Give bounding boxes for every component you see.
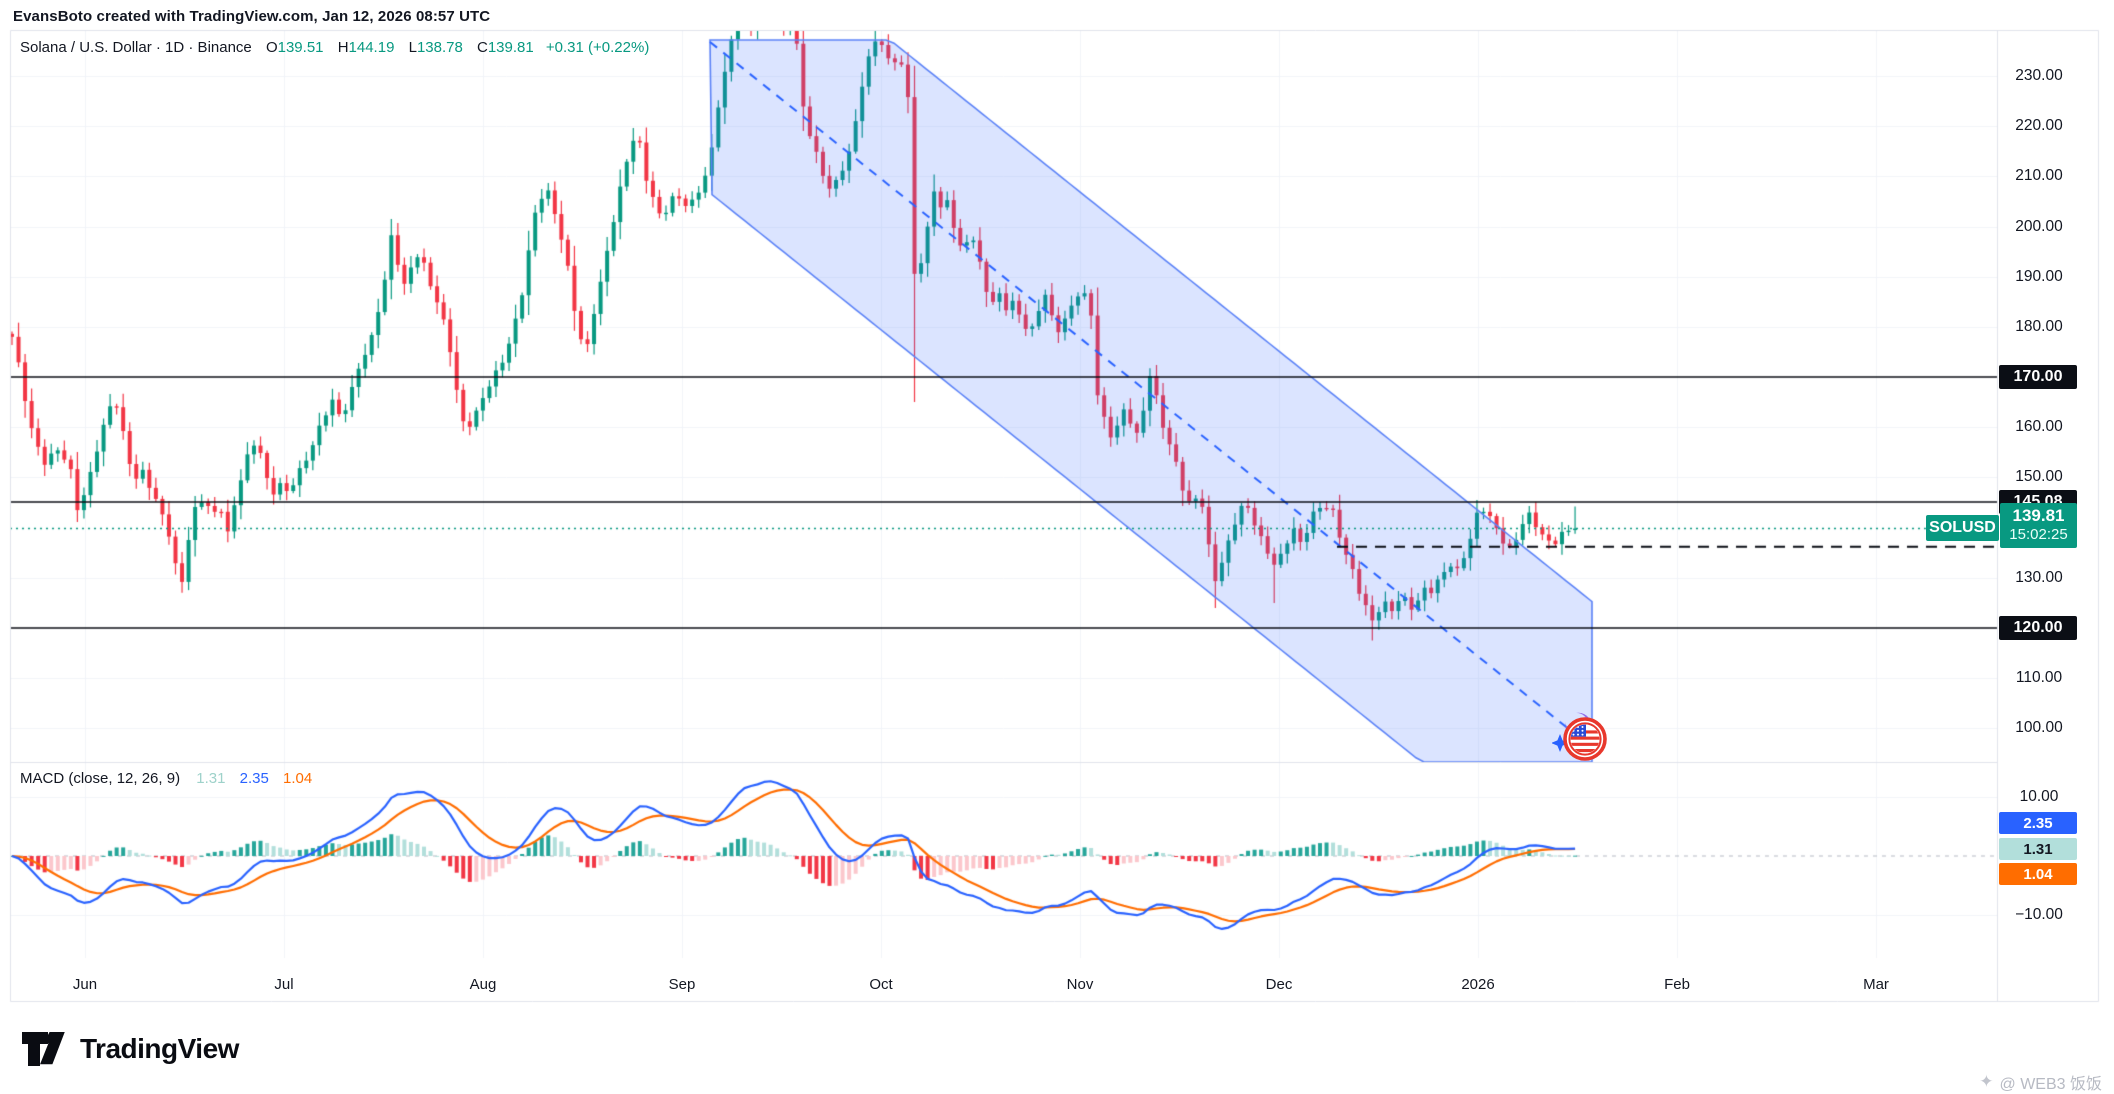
macd-histogram-value: 1.31 <box>196 770 226 787</box>
tradingview-logo[interactable]: TradingView <box>22 1032 239 1066</box>
last-price-badge: 139.81 15:02:25 <box>2000 503 2077 548</box>
open-value: 139.51 <box>277 39 324 56</box>
usa-flag-sticker[interactable] <box>1551 708 1610 764</box>
price-axis-label: 230.00 <box>2015 67 2063 84</box>
time-axis-label: Mar <box>1863 976 1889 993</box>
macd-signal-value: 1.04 <box>283 770 313 787</box>
symbol-title: Solana / U.S. Dollar · 1D · Binance <box>20 39 252 56</box>
low-label: L <box>408 39 417 56</box>
time-axis-label: Oct <box>869 976 893 993</box>
time-axis-label: Nov <box>1066 976 1094 993</box>
macd-value-badge: 1.31 <box>1999 838 2077 860</box>
sparkle-icon <box>1551 734 1569 752</box>
time-axis-label: Aug <box>469 976 497 993</box>
last-price-value: 139.81 <box>2012 506 2065 525</box>
price-axis-label: 100.00 <box>2015 719 2063 736</box>
price-level-badge: 120.00 <box>1999 616 2077 640</box>
price-axis-label: 180.00 <box>2015 318 2063 335</box>
price-level-badge: 170.00 <box>1999 365 2077 389</box>
time-axis-label: Jul <box>274 976 294 993</box>
tradingview-wordmark: TradingView <box>80 1033 239 1064</box>
countdown-timer: 15:02:25 <box>2009 526 2068 543</box>
price-axis-label: 190.00 <box>2015 268 2063 285</box>
price-axis-label: 160.00 <box>2015 418 2063 435</box>
macd-legend: MACD (close, 12, 26, 9) 1.31 2.35 1.04 <box>20 770 312 787</box>
watermark: ✦ @ WEB3 饭饭 <box>1979 1070 2102 1094</box>
time-axis-label: Feb <box>1664 976 1690 993</box>
close-value: 139.81 <box>487 39 534 56</box>
high-value: 144.19 <box>348 39 395 56</box>
price-axis-label: 110.00 <box>2015 669 2063 686</box>
price-axis-label: 200.00 <box>2015 218 2063 235</box>
high-label: H <box>337 39 349 56</box>
macd-title: MACD (close, 12, 26, 9) <box>20 770 181 787</box>
price-axis-label: 150.00 <box>2015 468 2063 485</box>
change-value: +0.31 (+0.22%) <box>545 39 650 56</box>
time-axis-label: 2026 <box>1461 976 1495 993</box>
time-axis-label: Dec <box>1265 976 1293 993</box>
watermark-text: @ WEB3 饭饭 <box>1999 1076 2102 1093</box>
open-label: O <box>265 39 278 56</box>
macd-value-badge: 1.04 <box>1999 863 2077 885</box>
symbol-price-label-badge: SOLUSD <box>1926 515 1999 541</box>
time-axis-label: Jun <box>72 976 98 993</box>
sparkle-watermark-icon: ✦ <box>1979 1072 1994 1091</box>
price-axis-label: 210.00 <box>2015 167 2063 184</box>
price-axis-label: 130.00 <box>2015 569 2063 586</box>
macd-value-badge: 2.35 <box>1999 812 2077 834</box>
macd-axis-label: 10.00 <box>2019 788 2059 805</box>
price-axis-label: 220.00 <box>2015 117 2063 134</box>
snapshot-header: EvansBoto created with TradingView.com, … <box>13 8 491 25</box>
symbol-legend: Solana / U.S. Dollar · 1D · Binance O139… <box>20 39 649 56</box>
tradingview-mark-icon <box>22 1032 65 1066</box>
low-value: 138.78 <box>416 39 463 56</box>
close-label: C <box>477 39 488 56</box>
macd-axis-label: −10.00 <box>2015 906 2063 923</box>
flag-circle <box>1563 717 1607 761</box>
macd-line-value: 2.35 <box>239 770 269 787</box>
time-axis-label: Sep <box>668 976 696 993</box>
